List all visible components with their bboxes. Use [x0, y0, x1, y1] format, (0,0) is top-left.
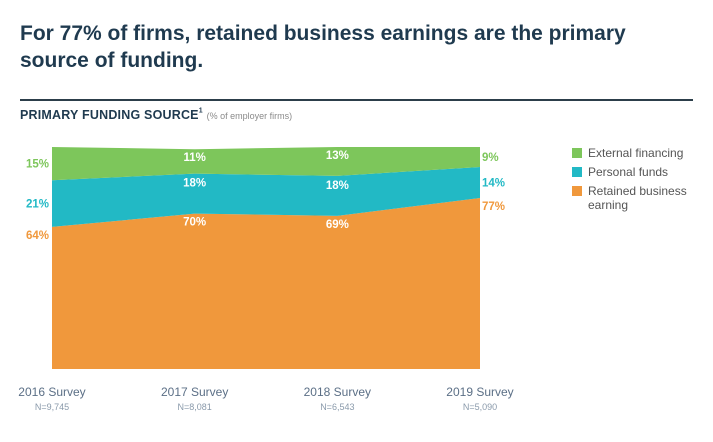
- unit-note: (% of employer firms): [206, 111, 293, 121]
- legend-item-personal: Personal funds: [572, 165, 712, 179]
- x-tick-label: 2018 Survey: [304, 385, 371, 399]
- chart-subtitle-text: PRIMARY FUNDING SOURCE: [20, 108, 199, 122]
- data-label-retained: 77%: [482, 201, 505, 213]
- area-personal: [52, 166, 480, 227]
- data-label-retained: 69%: [326, 219, 349, 231]
- x-tick-label: 2017 Survey: [161, 385, 228, 399]
- legend-item-retained: Retained business earning: [572, 184, 712, 212]
- legend-swatch: [572, 148, 582, 158]
- data-label-personal: 21%: [26, 199, 49, 211]
- legend-label: External financing: [588, 146, 684, 160]
- area-retained: [52, 198, 480, 369]
- sample-size-label: N=8,081: [178, 402, 212, 412]
- sample-size-label: N=5,090: [463, 402, 497, 412]
- legend-swatch: [572, 186, 582, 196]
- legend-label: Retained business earning: [588, 184, 687, 212]
- data-label-retained: 64%: [26, 230, 49, 242]
- data-label-external: 9%: [482, 152, 499, 164]
- x-tick-label: 2016 Survey: [18, 385, 85, 399]
- data-label-personal: 18%: [326, 180, 349, 192]
- data-label-external: 13%: [326, 150, 349, 162]
- area-external: [52, 147, 480, 181]
- footnote-marker: 1: [198, 107, 203, 115]
- sample-size-label: N=9,745: [35, 402, 69, 412]
- legend-item-external: External financing: [572, 146, 712, 160]
- chart-legend: External financing Personal funds Retained…: [572, 146, 712, 217]
- legend-label: Personal funds: [588, 165, 669, 179]
- data-label-external: 11%: [183, 152, 205, 164]
- x-tick-label: 2019 Survey: [446, 385, 513, 399]
- chart-subtitle: PRIMARY FUNDING SOURCE1 (% of employer fi…: [20, 106, 292, 124]
- data-label-personal: 18%: [183, 178, 206, 190]
- sample-size-label: N=6,543: [320, 402, 354, 412]
- header-divider: [20, 99, 693, 101]
- data-label-personal: 14%: [482, 178, 505, 190]
- chart-headline: For 77% of firms, retained business earn…: [20, 22, 626, 72]
- data-label-external: 15%: [26, 159, 49, 171]
- data-label-retained: 70%: [183, 217, 206, 229]
- legend-swatch: [572, 167, 582, 177]
